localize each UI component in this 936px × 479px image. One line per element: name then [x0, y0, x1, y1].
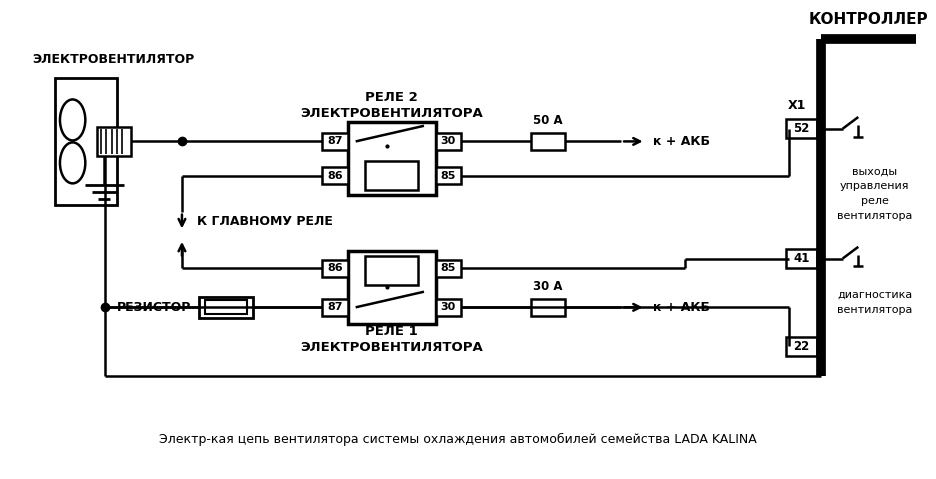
- Text: 86: 86: [327, 263, 343, 274]
- Text: РЕЗИСТОР: РЕЗИСТОР: [117, 301, 191, 314]
- Bar: [365, 256, 417, 285]
- Text: 85: 85: [440, 171, 456, 181]
- Bar: [531, 133, 564, 150]
- Bar: [365, 161, 417, 190]
- Bar: [198, 297, 253, 318]
- Bar: [435, 298, 461, 316]
- Bar: [531, 298, 564, 316]
- Text: выходы
управления
реле
вентилятора: выходы управления реле вентилятора: [836, 166, 912, 221]
- Bar: [55, 78, 116, 205]
- Text: 22: 22: [793, 340, 809, 353]
- Text: КОНТРОЛЛЕР: КОНТРОЛЛЕР: [808, 12, 927, 27]
- Bar: [435, 167, 461, 184]
- Text: 87: 87: [327, 137, 343, 147]
- Bar: [785, 119, 816, 138]
- Bar: [785, 249, 816, 268]
- Text: к + АКБ: к + АКБ: [652, 135, 709, 148]
- Text: диагностика
вентилятора: диагностика вентилятора: [836, 290, 912, 315]
- Bar: [435, 133, 461, 150]
- Text: РЕЛЕ 1
ЭЛЕКТРОВЕНТИЛЯТОРА: РЕЛЕ 1 ЭЛЕКТРОВЕНТИЛЯТОРА: [300, 325, 483, 354]
- Bar: [97, 127, 131, 156]
- Text: 30 А: 30 А: [533, 280, 563, 293]
- Text: 86: 86: [327, 171, 343, 181]
- Bar: [322, 167, 347, 184]
- Text: 85: 85: [440, 263, 456, 274]
- Bar: [785, 337, 816, 356]
- Text: 41: 41: [793, 252, 809, 265]
- Text: 52: 52: [793, 122, 809, 135]
- Text: 87: 87: [327, 302, 343, 312]
- Text: 30: 30: [440, 137, 456, 147]
- Bar: [205, 300, 246, 314]
- Text: Электр-кая цепь вентилятора системы охлаждения автомобилей семейства LADA KALINA: Электр-кая цепь вентилятора системы охла…: [159, 433, 756, 446]
- Bar: [347, 122, 435, 195]
- Text: 30: 30: [440, 302, 456, 312]
- Bar: [347, 251, 435, 324]
- Bar: [322, 260, 347, 277]
- Bar: [322, 133, 347, 150]
- Text: Х1: Х1: [787, 99, 806, 112]
- Bar: [435, 260, 461, 277]
- Text: к + АКБ: к + АКБ: [652, 301, 709, 314]
- Bar: [322, 298, 347, 316]
- Text: К ГЛАВНОМУ РЕЛЕ: К ГЛАВНОМУ РЕЛЕ: [197, 215, 332, 228]
- Text: РЕЛЕ 2
ЭЛЕКТРОВЕНТИЛЯТОРА: РЕЛЕ 2 ЭЛЕКТРОВЕНТИЛЯТОРА: [300, 91, 483, 120]
- Text: 50 А: 50 А: [533, 114, 563, 127]
- Text: ЭЛЕКТРОВЕНТИЛЯТОР: ЭЛЕКТРОВЕНТИЛЯТОР: [33, 53, 195, 66]
